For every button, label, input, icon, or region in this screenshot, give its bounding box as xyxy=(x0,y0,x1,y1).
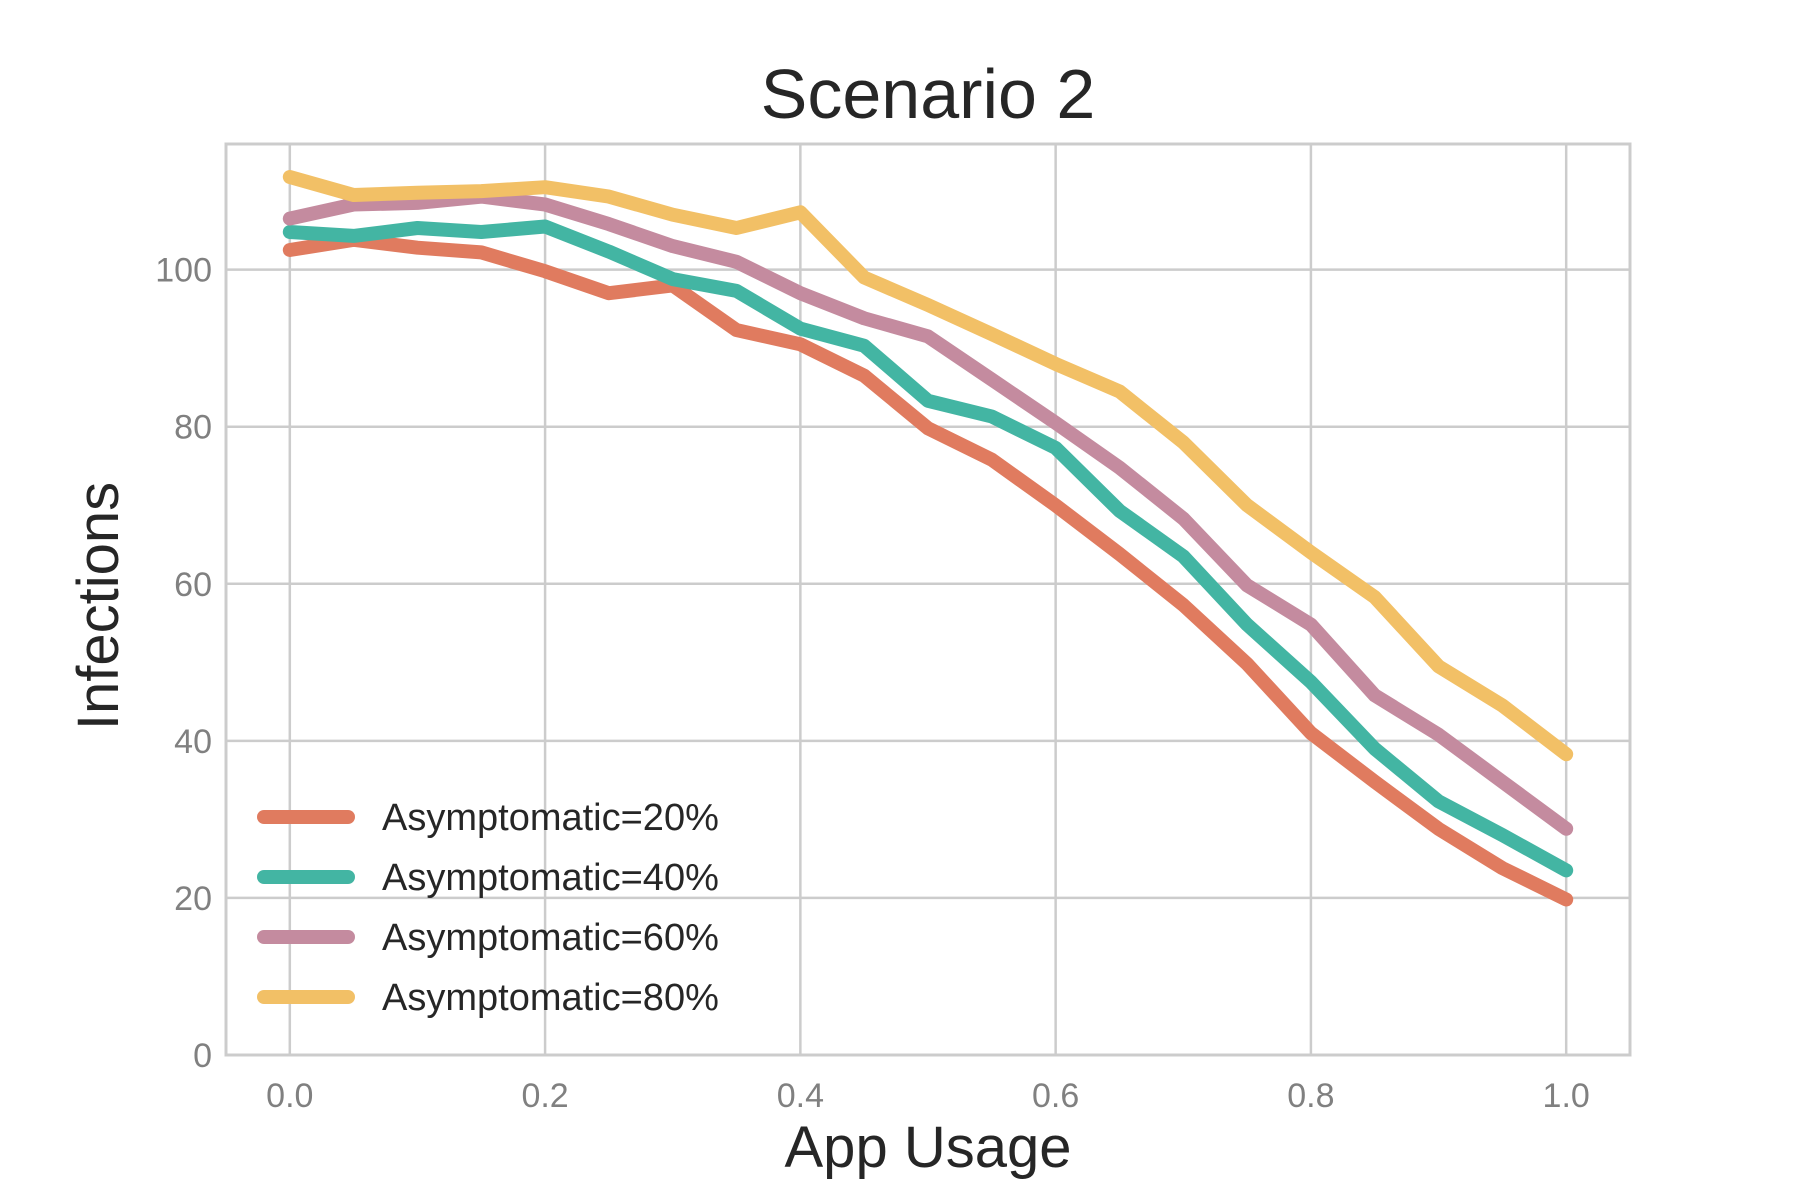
y-axis-label: Infections xyxy=(66,482,131,730)
x-tick-label: 1.0 xyxy=(1543,1077,1590,1115)
y-tick-label: 20 xyxy=(174,880,212,918)
series-line-2 xyxy=(282,219,1574,878)
legend-label-1: Asymptomatic=20% xyxy=(382,797,719,839)
y-tick-label: 0 xyxy=(193,1037,212,1075)
y-tick-label: 60 xyxy=(174,566,212,604)
x-tick-label: 0.0 xyxy=(266,1077,313,1115)
x-tick-label: 0.8 xyxy=(1287,1077,1334,1115)
series-line-4 xyxy=(282,170,1574,762)
series-lines xyxy=(282,170,1574,907)
x-tick-labels: 0.0 0.2 0.4 0.6 0.8 1.0 xyxy=(266,1077,1590,1115)
plot-frame xyxy=(224,142,1632,1057)
series-line-3 xyxy=(282,189,1574,836)
series-line-1 xyxy=(282,232,1574,907)
chart-title: Scenario 2 xyxy=(761,55,1096,133)
legend: Asymptomatic=20% Asymptomatic=40% Asymptom… xyxy=(257,797,719,1019)
y-tick-labels: 0 20 40 60 80 100 xyxy=(155,252,212,1075)
legend-label-2: Asymptomatic=40% xyxy=(382,857,719,899)
y-tick-label: 80 xyxy=(174,409,212,447)
y-tick-label: 40 xyxy=(174,723,212,761)
x-axis-label: App Usage xyxy=(785,1115,1072,1180)
legend-label-4: Asymptomatic=80% xyxy=(382,977,719,1019)
x-tick-label: 0.2 xyxy=(521,1077,568,1115)
y-tick-label: 100 xyxy=(155,252,212,290)
x-tick-label: 0.4 xyxy=(777,1077,824,1115)
x-tick-label: 0.6 xyxy=(1032,1077,1079,1115)
legend-label-3: Asymptomatic=60% xyxy=(382,917,719,959)
